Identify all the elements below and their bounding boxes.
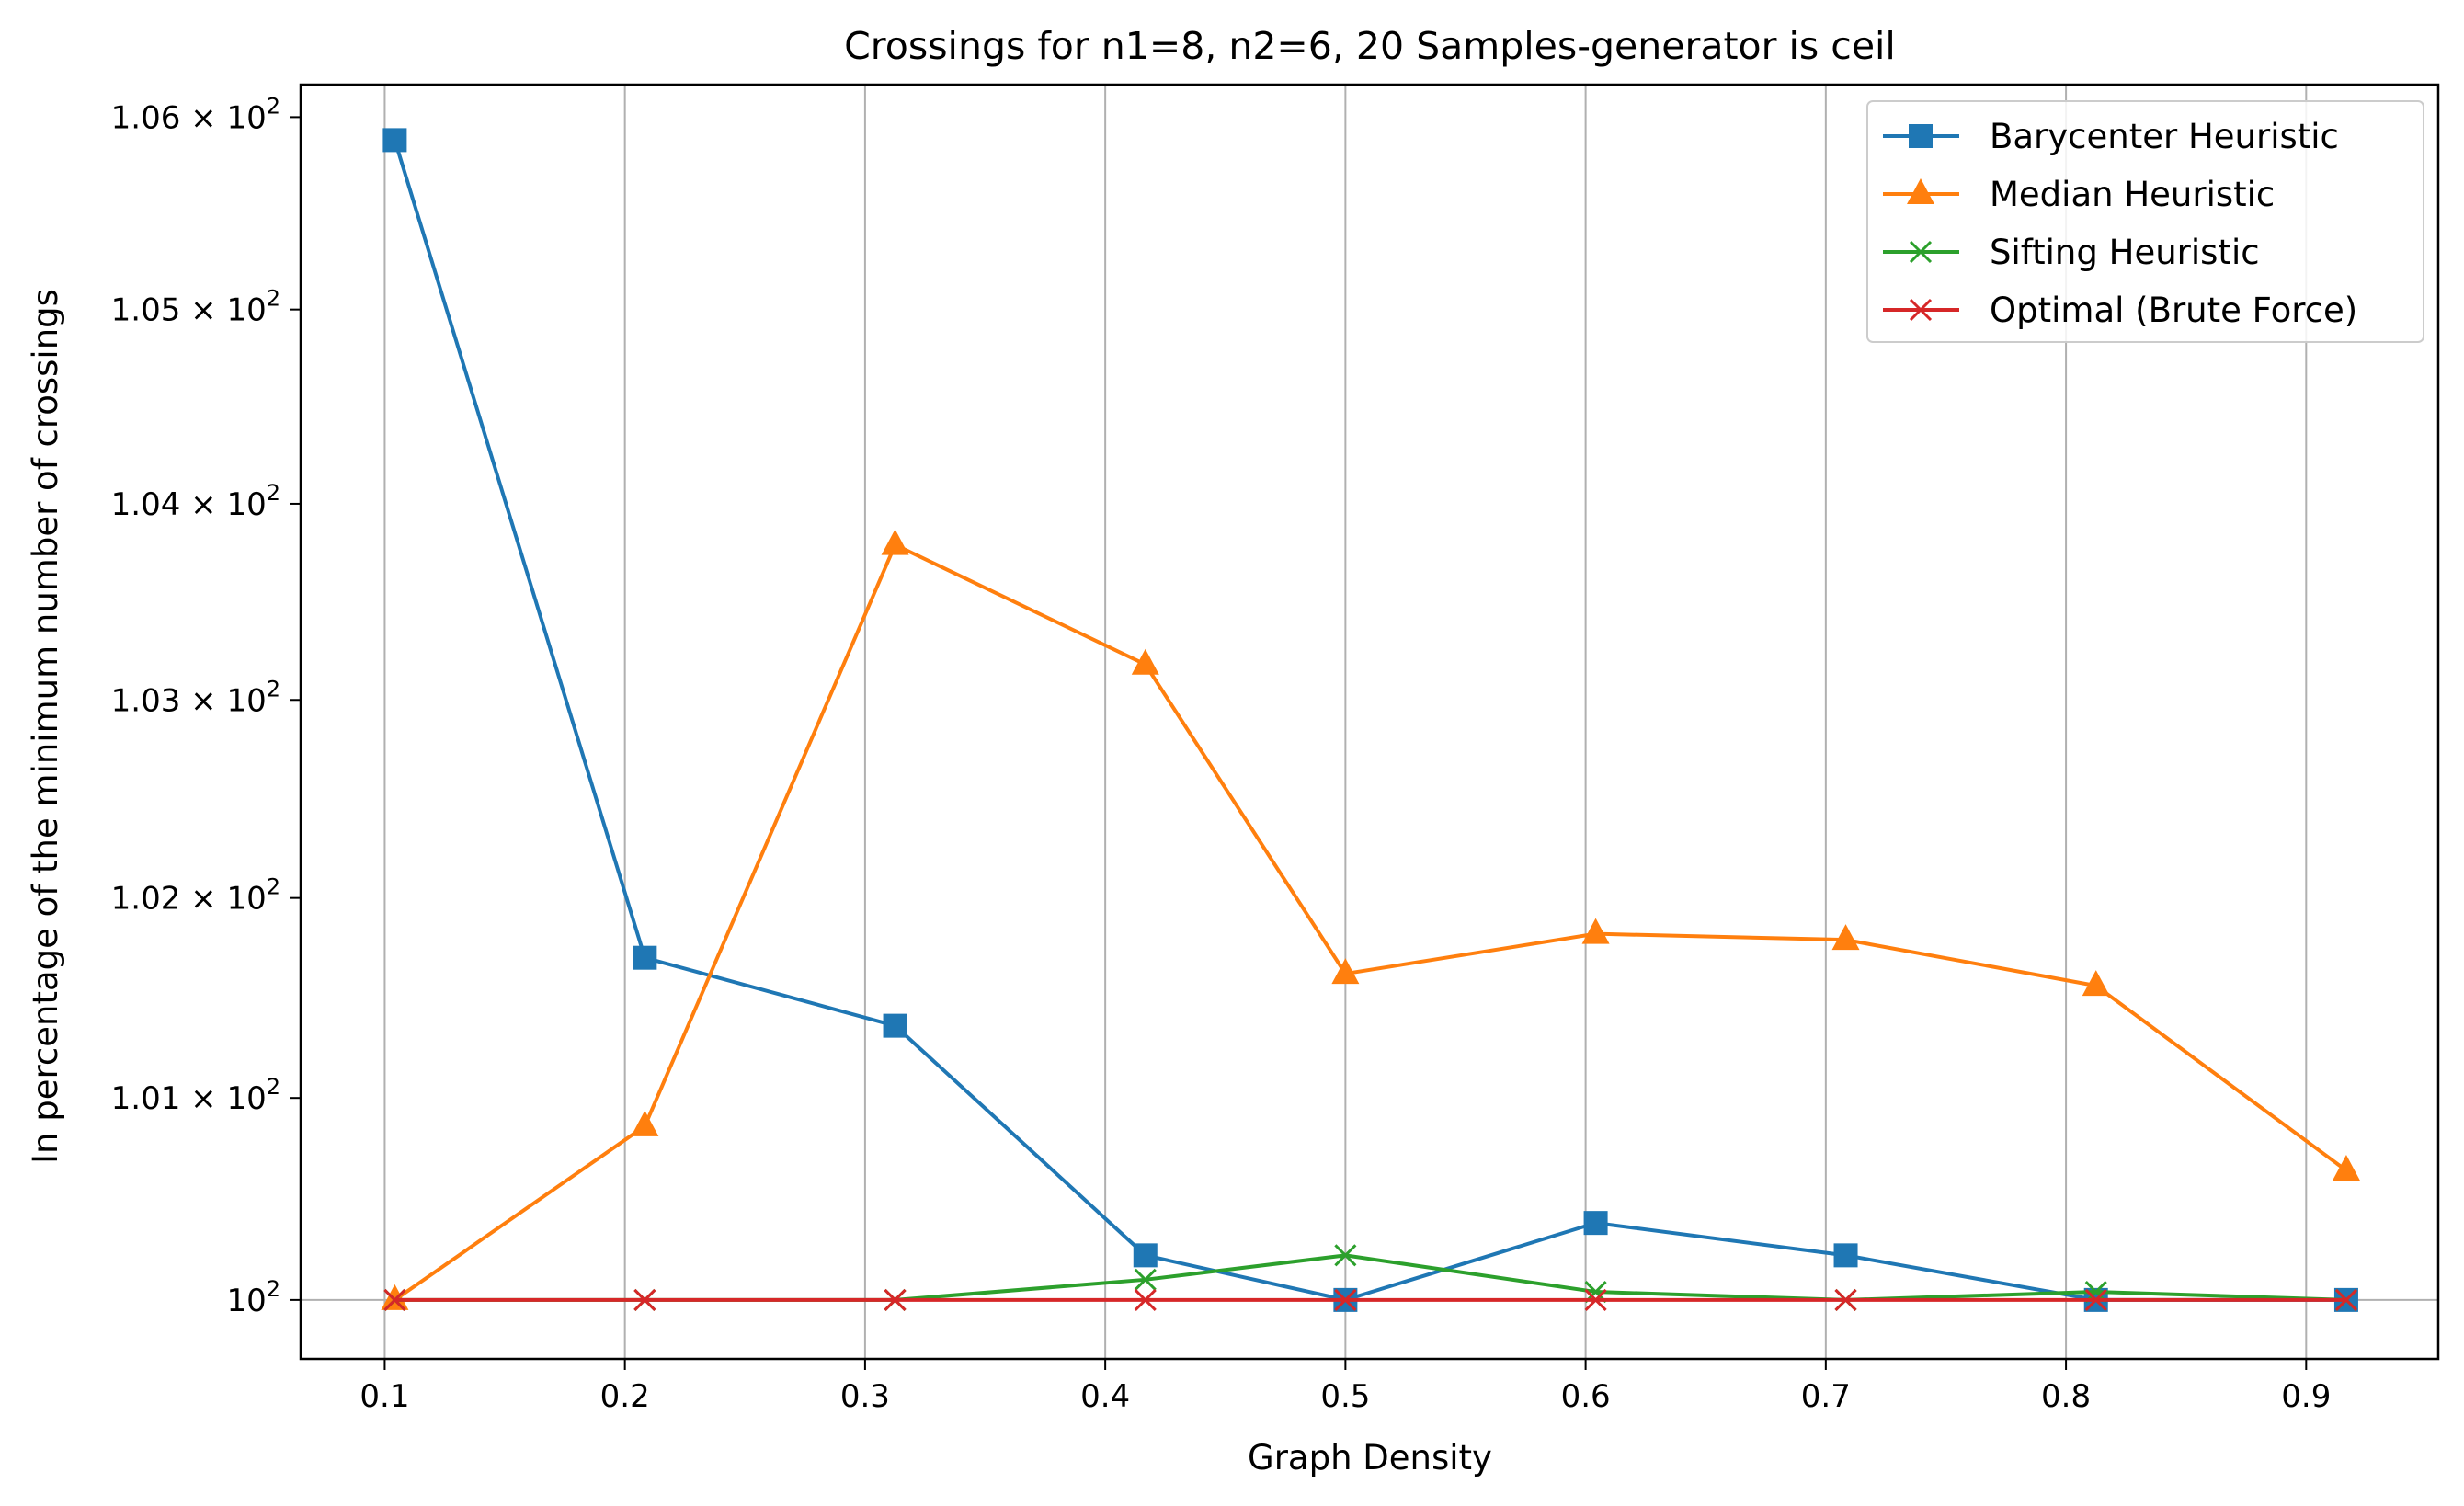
x-marker <box>1909 240 1933 264</box>
legend: Barycenter Heuristic Median Heuristic Sift… <box>1866 100 2424 343</box>
legend-item: Optimal (Brute Force) <box>1883 291 2357 330</box>
triangle-marker <box>881 529 909 555</box>
triangle-marker <box>2332 1155 2360 1181</box>
triangle-marker <box>1831 924 1860 951</box>
x-tick-label: 0.4 <box>1080 1378 1130 1415</box>
square-marker <box>1909 124 1933 148</box>
square-marker <box>1133 1243 1158 1268</box>
x-marker <box>1134 1288 1157 1311</box>
y-tick-label: 102 <box>226 1276 280 1319</box>
chart-title: Crossings for n1=8, n2=6, 20 Samples-gen… <box>844 24 1896 68</box>
triangle-marker <box>1581 918 1610 944</box>
legend-item: Sifting Heuristic <box>1883 233 2260 272</box>
triangle-marker <box>1131 648 1159 675</box>
triangle-marker <box>1907 178 1934 204</box>
square-marker <box>1583 1211 1608 1236</box>
legend-label: Sifting Heuristic <box>1990 233 2260 272</box>
series-layer <box>381 128 2360 1312</box>
x-marker <box>633 1288 656 1311</box>
triangle-marker <box>1331 958 1360 985</box>
triangle-marker <box>2082 970 2110 997</box>
x-tick-label: 0.6 <box>1561 1378 1611 1415</box>
y-axis-label: In percentage of the minimum number of c… <box>26 289 65 1164</box>
x-axis-label: Graph Density <box>1248 1438 1492 1477</box>
square-marker <box>382 128 407 153</box>
y-tick-label: 1.04 × 102 <box>111 480 280 523</box>
x-tick-label: 0.1 <box>359 1378 409 1415</box>
x-marker <box>1909 298 1933 322</box>
legend-item: Barycenter Heuristic <box>1883 117 2339 156</box>
square-marker <box>883 1013 907 1038</box>
legend-box <box>1866 100 2424 343</box>
y-tick-label: 1.03 × 102 <box>111 676 280 719</box>
legend-label: Optimal (Brute Force) <box>1990 291 2357 330</box>
x-tick-label: 0.8 <box>2041 1378 2091 1415</box>
x-marker <box>1834 1288 1857 1311</box>
x-marker <box>884 1288 907 1311</box>
x-marker <box>1334 1244 1357 1267</box>
y-tick-label: 1.01 × 102 <box>111 1074 280 1117</box>
x-marker <box>1584 1288 1607 1311</box>
triangle-marker <box>631 1110 659 1136</box>
legend-label: Barycenter Heuristic <box>1990 117 2339 156</box>
x-tick-label: 0.5 <box>1320 1378 1370 1415</box>
series-2 <box>381 529 2360 1310</box>
series-4 <box>383 1288 2358 1311</box>
plot-frame <box>299 83 2440 1361</box>
square-marker <box>633 945 657 970</box>
x-marker <box>2334 1288 2358 1311</box>
x-tick-label: 0.2 <box>600 1378 650 1415</box>
triangle-marker <box>381 1284 409 1310</box>
y-tick-label: 1.05 × 102 <box>111 286 280 329</box>
x-marker <box>2084 1288 2107 1311</box>
x-marker <box>383 1288 406 1311</box>
y-tick-label: 1.06 × 102 <box>111 93 280 136</box>
axis-ticks: 0.1 0.2 0.3 0.4 0.5 0.6 0.7 0.8 0.9 102 1.01 × 102… <box>111 93 2332 1415</box>
x-tick-label: 0.7 <box>1801 1378 1851 1415</box>
legend-item: Median Heuristic <box>1883 175 2275 214</box>
square-marker <box>1833 1243 1858 1268</box>
y-tick-label: 1.02 × 102 <box>111 874 280 918</box>
x-marker <box>1334 1288 1357 1311</box>
x-marker <box>1134 1268 1157 1291</box>
legend-label: Median Heuristic <box>1990 175 2275 214</box>
x-tick-label: 0.3 <box>840 1378 890 1415</box>
x-tick-label: 0.9 <box>2281 1378 2331 1415</box>
series-line <box>394 542 2348 1302</box>
